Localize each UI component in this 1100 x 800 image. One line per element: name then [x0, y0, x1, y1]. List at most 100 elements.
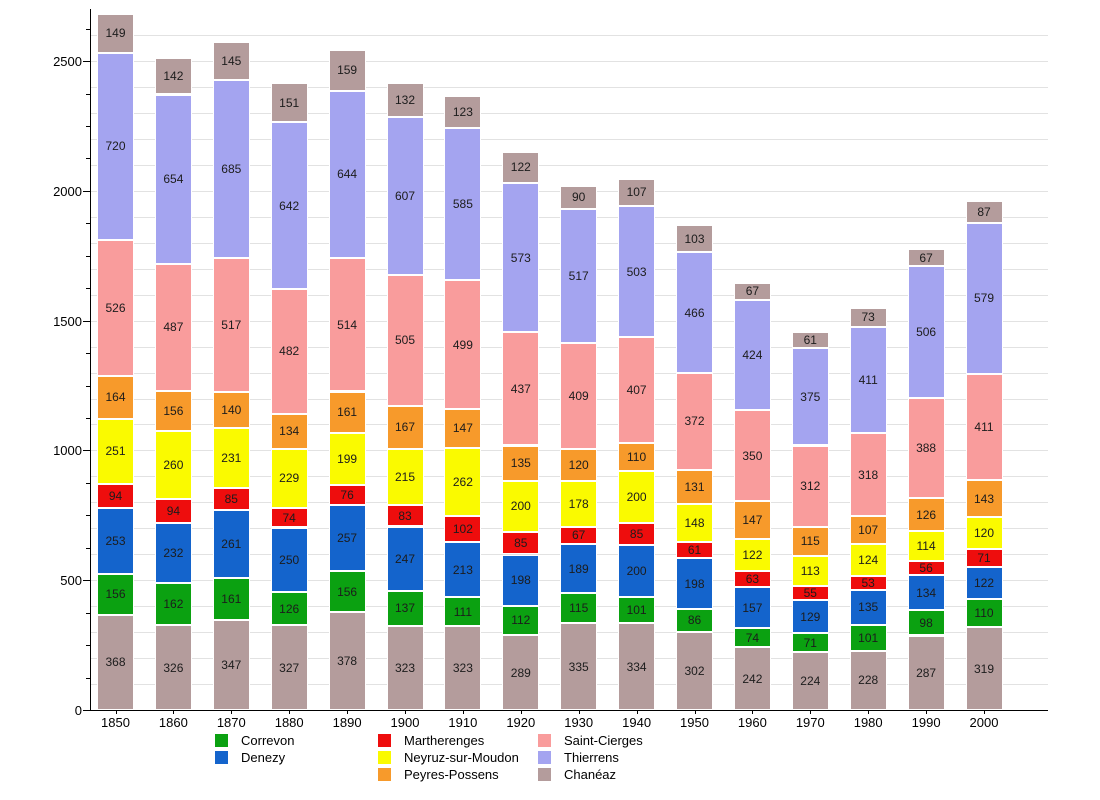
legend-label-neyruz-sur-moudon: Neyruz-sur-Moudon	[404, 750, 519, 765]
y-minor-tick	[86, 385, 90, 387]
segment-value-label: 685	[221, 161, 242, 176]
bar-segment-denezy-1900: 247	[386, 526, 424, 591]
bar-segment-neyruz-sur-moudon-1880: 229	[270, 448, 308, 509]
legend-label-correvon: Correvon	[241, 733, 295, 748]
segment-value-label: 71	[977, 550, 991, 565]
y-tick-label: 2000	[53, 183, 82, 199]
segment-value-label: 85	[224, 492, 238, 507]
segment-value-label: 156	[337, 584, 358, 599]
segment-value-label: 232	[163, 546, 184, 561]
legend-swatch-martherenges	[378, 734, 391, 747]
bar-segment-denezy-1990: 134	[907, 575, 945, 611]
bar-segment-thierrens-1870: 685	[212, 80, 250, 258]
segment-value-label: 131	[684, 479, 705, 494]
bar-segment-martherenges-1950: 61	[676, 542, 713, 558]
bar-segment-correvon-1870: 161	[212, 578, 250, 620]
segment-value-label: 215	[394, 469, 416, 484]
legend-label-denezy: Denezy	[241, 750, 286, 765]
legend-label-martherenges: Martherenges	[404, 733, 485, 748]
legend-swatch-peyres-possens	[378, 768, 391, 781]
segment-value-label: 85	[629, 527, 644, 542]
bar-segment-denezy-1960: 157	[733, 587, 771, 628]
bar-segment-chan-az-1880: 151	[270, 83, 308, 123]
bar-segment-bottom-1860: 326	[154, 625, 192, 710]
bar-segment-bottom-1890: 378	[328, 611, 366, 710]
segment-value-label: 505	[394, 333, 416, 348]
bar-segment-bottom-1910: 323	[444, 626, 482, 710]
segment-value-label: 56	[919, 560, 933, 575]
bar-segment-correvon-1920: 112	[502, 605, 540, 635]
y-tick-label: 2500	[53, 54, 82, 69]
segment-value-label: 335	[568, 659, 589, 674]
segment-value-label: 323	[452, 661, 473, 676]
bar-segment-denezy-1880: 250	[270, 527, 308, 593]
bar-segment-chan-az-1860: 142	[154, 57, 192, 95]
segment-value-label: 199	[337, 452, 358, 467]
legend-swatch-saint-cierges	[538, 734, 551, 747]
segment-value-label: 506	[916, 324, 937, 339]
segment-value-label: 229	[279, 471, 300, 486]
bar-segment-saint-cierges-1970: 312	[791, 445, 829, 527]
segment-value-label: 260	[163, 457, 184, 472]
segment-value-label: 126	[279, 601, 300, 616]
segment-value-label: 102	[452, 521, 473, 536]
segment-value-label: 261	[221, 537, 242, 552]
segment-value-label: 112	[511, 613, 531, 628]
bar-segment-chan-az-1930: 90	[560, 185, 598, 209]
segment-value-label: 129	[800, 609, 821, 624]
y-gridline	[90, 61, 1048, 62]
bar-segment-saint-cierges-1980: 318	[849, 433, 887, 516]
segment-value-label: 156	[163, 403, 184, 418]
segment-value-label: 350	[742, 448, 763, 463]
bar-segment-chan-az-1890: 159	[328, 49, 366, 91]
segment-value-label: 143	[973, 491, 995, 506]
x-tick	[115, 710, 117, 714]
y-gridline	[90, 87, 1048, 88]
bar-segment-peyres-possens-1960: 147	[733, 501, 771, 540]
segment-value-label: 86	[687, 613, 702, 628]
bar-segment-martherenges-1900: 83	[386, 504, 424, 527]
bar-segment-correvon-1880: 126	[270, 592, 308, 626]
bar-segment-denezy-1850: 253	[97, 508, 134, 574]
x-tick	[926, 710, 928, 714]
segment-value-label: 250	[279, 552, 300, 567]
bar-segment-correvon-1990: 98	[907, 610, 945, 636]
bar-segment-bottom-1850: 368	[97, 614, 134, 710]
bar-segment-thierrens-1920: 573	[502, 183, 540, 333]
bar-segment-saint-cierges-2000: 411	[965, 373, 1003, 481]
bar-segment-neyruz-sur-moudon-1850: 251	[97, 418, 134, 484]
segment-value-label: 228	[858, 673, 879, 688]
bar-segment-denezy-1940: 200	[618, 545, 656, 598]
bar-segment-chan-az-1870: 145	[212, 42, 250, 80]
bar-segment-thierrens-1940: 503	[618, 206, 656, 337]
segment-value-label: 67	[745, 284, 760, 299]
segment-value-label: 178	[568, 496, 589, 511]
segment-value-label: 466	[684, 305, 705, 320]
segment-value-label: 67	[919, 250, 933, 265]
segment-value-label: 142	[163, 69, 184, 84]
y-minor-tick	[86, 93, 90, 95]
x-tick-label: 1850	[101, 715, 130, 730]
y-gridline	[90, 35, 1048, 36]
bar-segment-neyruz-sur-moudon-1870: 231	[212, 428, 250, 489]
x-tick-label: 1860	[158, 715, 188, 730]
segment-value-label: 579	[973, 291, 995, 306]
segment-value-label: 302	[684, 663, 705, 678]
segment-value-label: 607	[394, 188, 416, 203]
segment-value-label: 147	[742, 513, 763, 528]
bar-segment-saint-cierges-1860: 487	[154, 264, 192, 391]
segment-value-label: 323	[394, 661, 416, 676]
segment-value-label: 134	[279, 424, 300, 439]
bar-segment-saint-cierges-1850: 526	[97, 239, 134, 377]
bar-segment-neyruz-sur-moudon-1920: 200	[502, 480, 540, 533]
bar-segment-correvon-1900: 137	[386, 590, 424, 627]
y-minor-tick	[86, 125, 90, 127]
segment-value-label: 107	[626, 185, 647, 200]
x-tick-label: 1960	[737, 715, 767, 730]
bar-segment-denezy-1860: 232	[154, 523, 192, 584]
bar-segment-chan-az-1910: 123	[444, 96, 482, 128]
y-minor-tick	[86, 677, 90, 679]
bar-segment-bottom-1900: 323	[386, 626, 424, 710]
bar-segment-correvon-1910: 111	[444, 597, 482, 627]
